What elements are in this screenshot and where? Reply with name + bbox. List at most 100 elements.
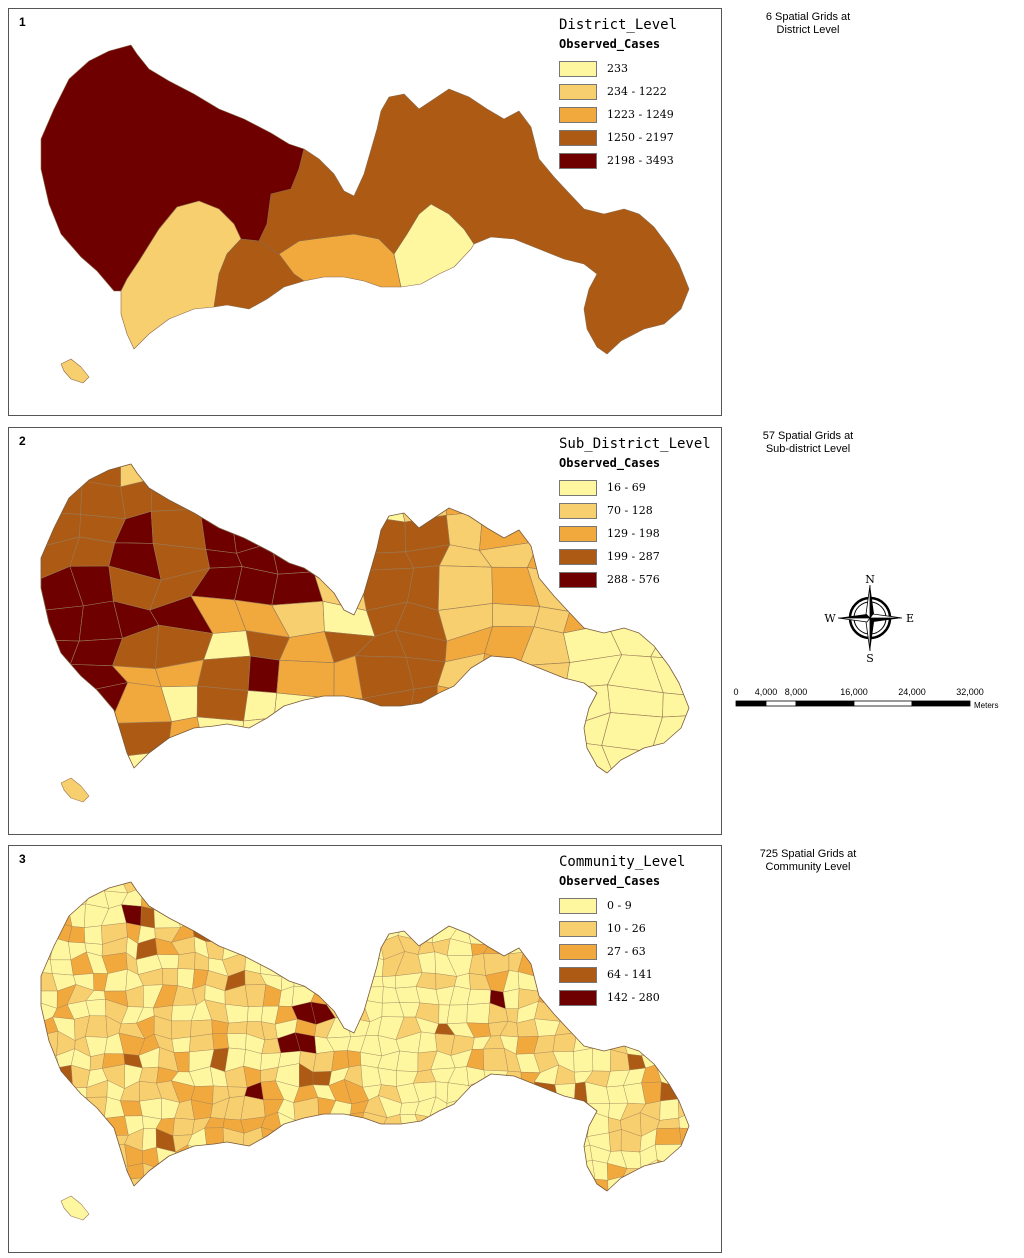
map-region [396, 1050, 419, 1072]
map-region [658, 1033, 682, 1056]
map-region [230, 481, 295, 520]
map-region [467, 989, 492, 1005]
map-region [312, 891, 335, 908]
legend-class: 0 - 9 [559, 894, 685, 917]
map-region [536, 1100, 559, 1118]
map-region [550, 1127, 579, 1150]
map-region [414, 1114, 436, 1131]
map-region [382, 975, 396, 989]
map-region [244, 1160, 263, 1182]
map-region [482, 1111, 506, 1135]
map-region [199, 485, 234, 515]
map-region [413, 882, 438, 889]
map-region [205, 921, 228, 943]
map-region [554, 1163, 577, 1182]
map-region [482, 882, 509, 895]
map-region [395, 986, 421, 1004]
map-region [273, 692, 335, 725]
legend-class: 199 - 287 [559, 545, 711, 568]
map-region [260, 952, 283, 977]
map-region [84, 925, 103, 945]
map-region [607, 601, 665, 634]
map-region [310, 971, 333, 989]
map-region [172, 1160, 194, 1183]
map-region [280, 940, 300, 954]
map-region [239, 919, 262, 945]
map-region [70, 1165, 90, 1183]
map-region [676, 1182, 689, 1191]
map-region [445, 464, 491, 485]
map-region [366, 743, 418, 773]
map-region [291, 941, 316, 956]
map-region [673, 1022, 689, 1040]
map-region [482, 1127, 504, 1147]
map-region [241, 717, 284, 746]
map-region [282, 745, 331, 773]
map-region [550, 1149, 577, 1168]
map-region [41, 480, 83, 515]
legend-swatch [559, 129, 597, 146]
map-region [41, 1097, 57, 1115]
map-region [466, 1002, 491, 1024]
map-region [294, 891, 318, 908]
map-region [207, 1150, 225, 1162]
map-region [649, 751, 689, 773]
map-region [431, 1145, 456, 1164]
map-region [55, 1097, 72, 1120]
map-region [608, 1129, 622, 1152]
map-region [41, 1165, 53, 1185]
map-region [591, 1036, 611, 1050]
map-region [503, 920, 518, 945]
map-region [521, 1081, 538, 1105]
map-region [379, 1131, 404, 1148]
map-region [677, 1098, 689, 1119]
map-region [528, 739, 575, 773]
map-region [325, 1161, 348, 1180]
map-region [206, 882, 231, 892]
map-region [313, 543, 360, 573]
map-region [436, 887, 457, 910]
legend-swatch [559, 152, 597, 169]
map-region [330, 919, 354, 941]
island-region [60, 358, 90, 384]
map-region [517, 919, 537, 942]
map-region [355, 515, 406, 555]
map-region [489, 1097, 506, 1118]
map-region [455, 894, 471, 910]
map-region [345, 882, 367, 894]
legend-subtitle: Observed_Cases [559, 456, 661, 470]
map-region [50, 1132, 76, 1153]
map-region [573, 1048, 594, 1073]
map-region [41, 1179, 55, 1191]
map-region [378, 893, 399, 912]
map-region [662, 692, 689, 718]
map-region [308, 1161, 330, 1180]
map-region [419, 1127, 436, 1149]
district-caption: 6 Spatial Grids at District Level [733, 11, 883, 37]
legend-label: 70 - 128 [607, 504, 653, 517]
map-region [196, 716, 245, 744]
map-region [326, 1114, 352, 1137]
map-region [270, 512, 336, 545]
legend-label: 1223 - 1249 [607, 108, 674, 121]
map-region [188, 1159, 215, 1179]
map-region [279, 1148, 300, 1168]
map-region [559, 1006, 577, 1022]
legend-class: 288 - 576 [559, 568, 711, 591]
map-region [41, 889, 52, 906]
map-region [639, 1180, 665, 1191]
map-region [153, 903, 181, 929]
map-region [159, 1165, 178, 1183]
map-region [80, 480, 126, 520]
community-caption: 725 Spatial Grids at Community Level [733, 848, 883, 874]
map-region [479, 694, 537, 728]
map-region [395, 882, 422, 895]
legend-swatch [559, 479, 597, 496]
map-region [41, 1066, 59, 1084]
map-region [536, 1163, 561, 1182]
map-region [414, 1145, 433, 1164]
map-region [446, 1114, 471, 1136]
map-region [499, 1115, 526, 1135]
map-region [437, 713, 486, 749]
legend-swatch [559, 106, 597, 123]
